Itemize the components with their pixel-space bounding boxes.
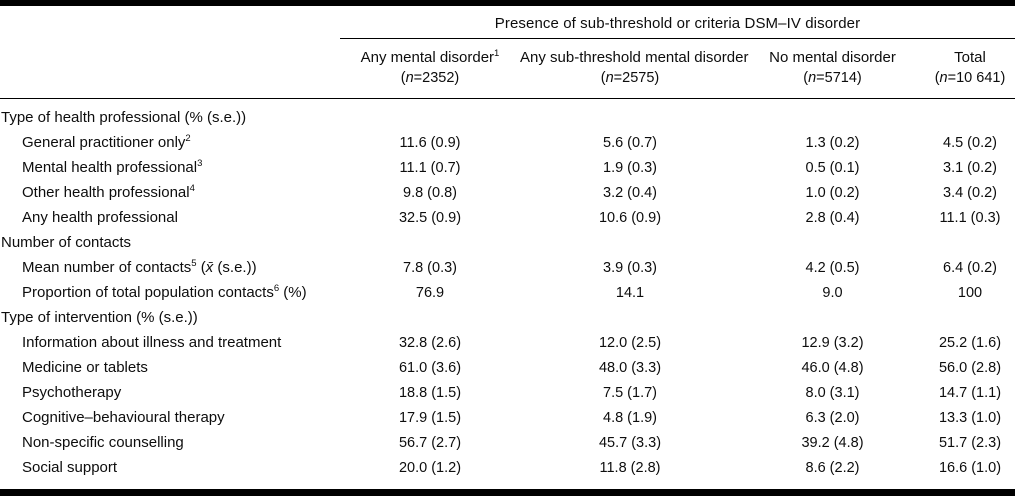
column-sample-size: (n=10 641) <box>934 70 1006 86</box>
table-row: Other health professional4 9.8 (0.8) 3.2… <box>0 180 1015 205</box>
row-label: Number of contacts <box>1 234 132 251</box>
value-cell: 6.4 (0.2) <box>943 259 997 276</box>
value-cell: 11.1 (0.3) <box>939 209 1001 226</box>
value-cell: 14.1 <box>615 284 645 301</box>
value-cell: 8.0 (3.1) <box>805 384 860 401</box>
value-cell: 6.3 (2.0) <box>805 409 860 426</box>
column-header-no-mental-disorder: No mental disorder (n=5714) <box>740 47 925 89</box>
table-row: Information about illness and treatment … <box>0 330 1015 355</box>
value-cell: 3.4 (0.2) <box>943 184 997 201</box>
row-label: Other health professional4 <box>22 183 195 201</box>
column-header-row: Any mental disorder1 (n=2352) Any sub-th… <box>0 39 1015 99</box>
value-cell: 32.8 (2.6) <box>398 334 462 351</box>
table-row: Number of contacts <box>0 230 1015 255</box>
value-cell: 18.8 (1.5) <box>398 384 462 401</box>
value-cell: 100 <box>957 284 983 301</box>
value-cell: 56.0 (2.8) <box>938 359 1002 376</box>
value-cell: 76.9 <box>415 284 445 301</box>
column-header-total: Total (n=10 641) <box>925 47 1015 89</box>
value-cell: 9.8 (0.8) <box>403 184 457 201</box>
value-cell: 14.7 (1.1) <box>938 384 1002 401</box>
row-label: Information about illness and treatment <box>22 334 282 351</box>
value-cell: 7.5 (1.7) <box>603 384 657 401</box>
spanner-heading: Presence of sub-threshold or criteria DS… <box>340 6 1015 39</box>
value-cell: 12.0 (2.5) <box>598 334 662 351</box>
value-cell: 5.6 (0.7) <box>603 134 657 151</box>
row-label: Mean number of contacts5 (x̄ (s.e.)) <box>22 258 257 276</box>
row-label: General practitioner only2 <box>22 133 191 151</box>
value-cell: 16.6 (1.0) <box>938 459 1002 476</box>
value-cell: 20.0 (1.2) <box>398 459 462 476</box>
row-label: Cognitive–behavioural therapy <box>22 409 225 426</box>
table-row: Mental health professional3 11.1 (0.7) 1… <box>0 155 1015 180</box>
value-cell: 48.0 (3.3) <box>598 359 662 376</box>
column-sample-size: (n=2575) <box>600 70 660 86</box>
row-label: Medicine or tablets <box>22 359 148 376</box>
value-cell: 32.5 (0.9) <box>398 209 462 226</box>
row-label: Any health professional <box>22 209 178 226</box>
column-title: Any sub-threshold mental disorder <box>520 49 749 66</box>
value-cell: 56.7 (2.7) <box>398 434 462 451</box>
value-cell: 2.8 (0.4) <box>805 209 860 226</box>
value-cell: 45.7 (3.3) <box>598 434 662 451</box>
value-cell: 8.6 (2.2) <box>805 459 860 476</box>
row-label: Type of health professional (% (s.e.)) <box>1 109 247 126</box>
row-label: Psychotherapy <box>22 384 122 401</box>
row-label: Proportion of total population contacts6… <box>22 283 307 301</box>
value-cell: 11.6 (0.9) <box>399 134 461 151</box>
column-header-sub-threshold: Any sub-threshold mental disorder (n=257… <box>520 47 749 89</box>
table-body: Type of health professional (% (s.e.)) G… <box>0 99 1015 480</box>
row-label: Non-specific counselling <box>22 434 184 451</box>
column-sample-size: (n=5714) <box>803 70 862 86</box>
column-title: Total <box>954 49 986 66</box>
value-cell: 1.0 (0.2) <box>805 184 860 201</box>
value-cell: 4.2 (0.5) <box>805 259 860 276</box>
column-header-any-mental-disorder: Any mental disorder1 (n=2352) <box>340 47 520 89</box>
value-cell: 9.0 <box>822 284 843 301</box>
value-cell: 1.9 (0.3) <box>603 159 657 176</box>
value-cell: 11.1 (0.7) <box>399 159 461 176</box>
table-row: Mean number of contacts5 (x̄ (s.e.)) 7.8… <box>0 255 1015 280</box>
column-title: No mental disorder <box>769 49 896 66</box>
table-row: Cognitive–behavioural therapy 17.9 (1.5)… <box>0 405 1015 430</box>
value-cell: 25.2 (1.6) <box>938 334 1002 351</box>
spanner-row: Presence of sub-threshold or criteria DS… <box>0 6 1015 39</box>
table-row: Psychotherapy 18.8 (1.5) 7.5 (1.7) 8.0 (… <box>0 380 1015 405</box>
value-cell: 4.8 (1.9) <box>603 409 657 426</box>
row-label: Mental health professional3 <box>22 158 203 176</box>
column-sample-size: (n=2352) <box>400 70 460 86</box>
row-label: Type of intervention (% (s.e.)) <box>1 309 198 326</box>
value-cell: 11.8 (2.8) <box>599 459 661 476</box>
value-cell: 17.9 (1.5) <box>398 409 462 426</box>
table-row: General practitioner only2 11.6 (0.9) 5.… <box>0 130 1015 155</box>
value-cell: 10.6 (0.9) <box>598 209 662 226</box>
value-cell: 0.5 (0.1) <box>805 159 860 176</box>
value-cell: 3.1 (0.2) <box>943 159 997 176</box>
column-title: Any mental disorder1 <box>360 48 500 66</box>
table-row: Proportion of total population contacts6… <box>0 280 1015 305</box>
label-column-spacer <box>0 47 340 89</box>
value-cell: 4.5 (0.2) <box>943 134 997 151</box>
table-row: Any health professional 32.5 (0.9) 10.6 … <box>0 205 1015 230</box>
value-cell: 46.0 (4.8) <box>801 359 864 376</box>
table-row: Social support 20.0 (1.2) 11.8 (2.8) 8.6… <box>0 455 1015 480</box>
value-cell: 39.2 (4.8) <box>801 434 864 451</box>
table-row: Type of intervention (% (s.e.)) <box>0 305 1015 330</box>
value-cell: 51.7 (2.3) <box>938 434 1002 451</box>
table-row: Non-specific counselling 56.7 (2.7) 45.7… <box>0 430 1015 455</box>
value-cell: 12.9 (3.2) <box>801 334 864 351</box>
table-row: Medicine or tablets 61.0 (3.6) 48.0 (3.3… <box>0 355 1015 380</box>
value-cell: 1.3 (0.2) <box>805 134 860 151</box>
value-cell: 61.0 (3.6) <box>398 359 462 376</box>
value-cell: 7.8 (0.3) <box>403 259 457 276</box>
table-row: Type of health professional (% (s.e.)) <box>0 105 1015 130</box>
value-cell: 3.2 (0.4) <box>603 184 657 201</box>
row-label: Social support <box>22 459 118 476</box>
value-cell: 3.9 (0.3) <box>603 259 657 276</box>
value-cell: 13.3 (1.0) <box>938 409 1002 426</box>
